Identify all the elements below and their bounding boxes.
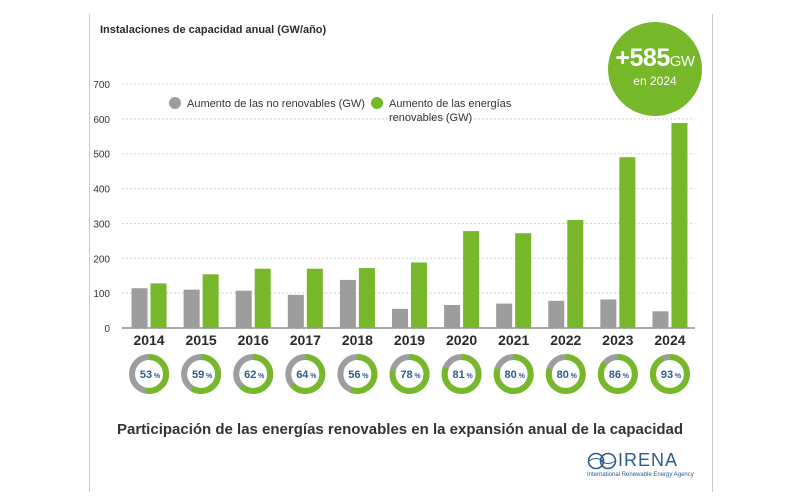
share-ring-fill <box>337 354 378 394</box>
badge-subtext: en 2024 <box>633 74 677 88</box>
year-labels: 2014 2015 2016 2017 2018 2019 2020 2021 2022 2023… <box>133 332 685 348</box>
bar-renewable <box>254 268 271 328</box>
bar-renewable <box>567 219 584 328</box>
y-tick-label: 400 <box>93 185 110 196</box>
share-percent-sign: % <box>258 373 265 380</box>
share-caption: Participación de las energías renovables… <box>117 421 684 438</box>
share-ring-fill <box>285 354 326 394</box>
bar-nonrenewable <box>548 300 565 328</box>
y-tick-label: 200 <box>93 254 110 265</box>
share-value: 81 <box>452 369 464 381</box>
share-percent-sign: % <box>466 373 473 380</box>
grid: 0 100 200 300 400 500 600 700 <box>93 80 695 335</box>
bar-nonrenewable <box>287 294 304 328</box>
bar-renewable <box>150 283 167 328</box>
y-tick-label: 100 <box>93 289 110 300</box>
y-tick-label: 500 <box>93 150 110 161</box>
logo-subtitle: International Renewable Energy Agency <box>587 472 694 478</box>
share-percent-sign: % <box>310 373 317 380</box>
share-value: 78 <box>400 369 412 381</box>
x-tick-label: 2021 <box>498 332 529 348</box>
share-value: 86 <box>609 369 621 381</box>
bar-nonrenewable <box>131 288 148 328</box>
share-ring-fill <box>545 354 586 394</box>
bar-nonrenewable <box>392 308 408 328</box>
bar-renewable <box>358 268 375 328</box>
x-tick-label: 2014 <box>133 332 164 348</box>
share-percent-sign: % <box>154 373 161 380</box>
bar-nonrenewable <box>652 311 669 328</box>
x-tick-label: 2016 <box>238 332 269 348</box>
share-percent-sign: % <box>623 373 630 380</box>
bar-nonrenewable <box>444 304 461 328</box>
share-ring-fill <box>389 354 430 394</box>
bar-renewable <box>619 157 636 328</box>
legend-marker-renewable <box>371 97 383 109</box>
y-tick-label: 600 <box>93 115 110 126</box>
share-value: 59 <box>192 369 204 381</box>
x-tick-label: 2015 <box>186 332 217 348</box>
share-rings: 53% 59% 62% 64% 56% 78% 81% 80% 80% 86% 93% <box>129 354 690 394</box>
logo-name: IRENA <box>618 450 679 470</box>
share-ring-fill <box>597 354 638 394</box>
share-value: 62 <box>244 369 256 381</box>
y-tick-label: 0 <box>104 324 110 335</box>
legend-label-renewable-1: Aumento de las energías <box>389 98 512 110</box>
share-value: 80 <box>557 369 569 381</box>
badge-unit: GW <box>669 53 695 70</box>
bar-nonrenewable <box>235 290 252 328</box>
share-ring-fill <box>441 354 482 394</box>
x-tick-label: 2024 <box>654 332 685 348</box>
legend-marker-nonrenewable <box>169 97 181 109</box>
bar-renewable <box>671 123 688 328</box>
share-percent-sign: % <box>519 373 526 380</box>
x-tick-label: 2017 <box>290 332 321 348</box>
share-percent-sign: % <box>362 373 369 380</box>
bar-nonrenewable <box>600 299 617 328</box>
legend-label-renewable-2: renovables (GW) <box>389 112 472 124</box>
bar-renewable <box>411 262 427 328</box>
share-percent-sign: % <box>206 373 213 380</box>
share-value: 80 <box>505 369 517 381</box>
x-tick-label: 2022 <box>550 332 581 348</box>
share-percent-sign: % <box>414 373 421 380</box>
bar-nonrenewable <box>183 289 200 328</box>
share-value: 64 <box>296 369 309 381</box>
legend-label-nonrenewable: Aumento de las no renovables (GW) <box>187 98 365 110</box>
badge-number: +585 <box>615 44 670 72</box>
bar-renewable <box>515 233 532 328</box>
globe-icon <box>587 452 617 470</box>
bars <box>131 123 688 328</box>
x-tick-label: 2018 <box>342 332 373 348</box>
x-tick-label: 2020 <box>446 332 477 348</box>
total-2024-badge: +585GW en 2024 <box>608 22 702 116</box>
share-ring-fill <box>493 354 534 394</box>
x-tick-label: 2023 <box>602 332 633 348</box>
share-value: 53 <box>140 369 152 381</box>
bar-renewable <box>463 231 480 328</box>
share-ring-fill <box>233 354 274 394</box>
badge-value: +585GW <box>608 44 702 73</box>
bar-renewable <box>202 274 219 328</box>
legend: Aumento de las no renovables (GW) Aument… <box>169 97 512 124</box>
y-tick-label: 300 <box>93 219 110 230</box>
share-percent-sign: % <box>675 373 682 380</box>
x-tick-label: 2019 <box>394 332 425 348</box>
share-ring-fill <box>649 354 690 394</box>
share-ring-fill <box>181 354 222 394</box>
share-percent-sign: % <box>571 373 578 380</box>
share-ring-fill <box>129 354 170 394</box>
share-value: 93 <box>661 369 673 381</box>
share-value: 56 <box>348 369 360 381</box>
y-tick-label: 700 <box>93 80 110 91</box>
bar-renewable <box>306 268 323 328</box>
chart-frame <box>89 14 713 492</box>
bar-nonrenewable <box>339 279 356 328</box>
bar-nonrenewable <box>496 303 513 328</box>
chart-title: Instalaciones de capacidad anual (GW/año… <box>100 24 327 36</box>
